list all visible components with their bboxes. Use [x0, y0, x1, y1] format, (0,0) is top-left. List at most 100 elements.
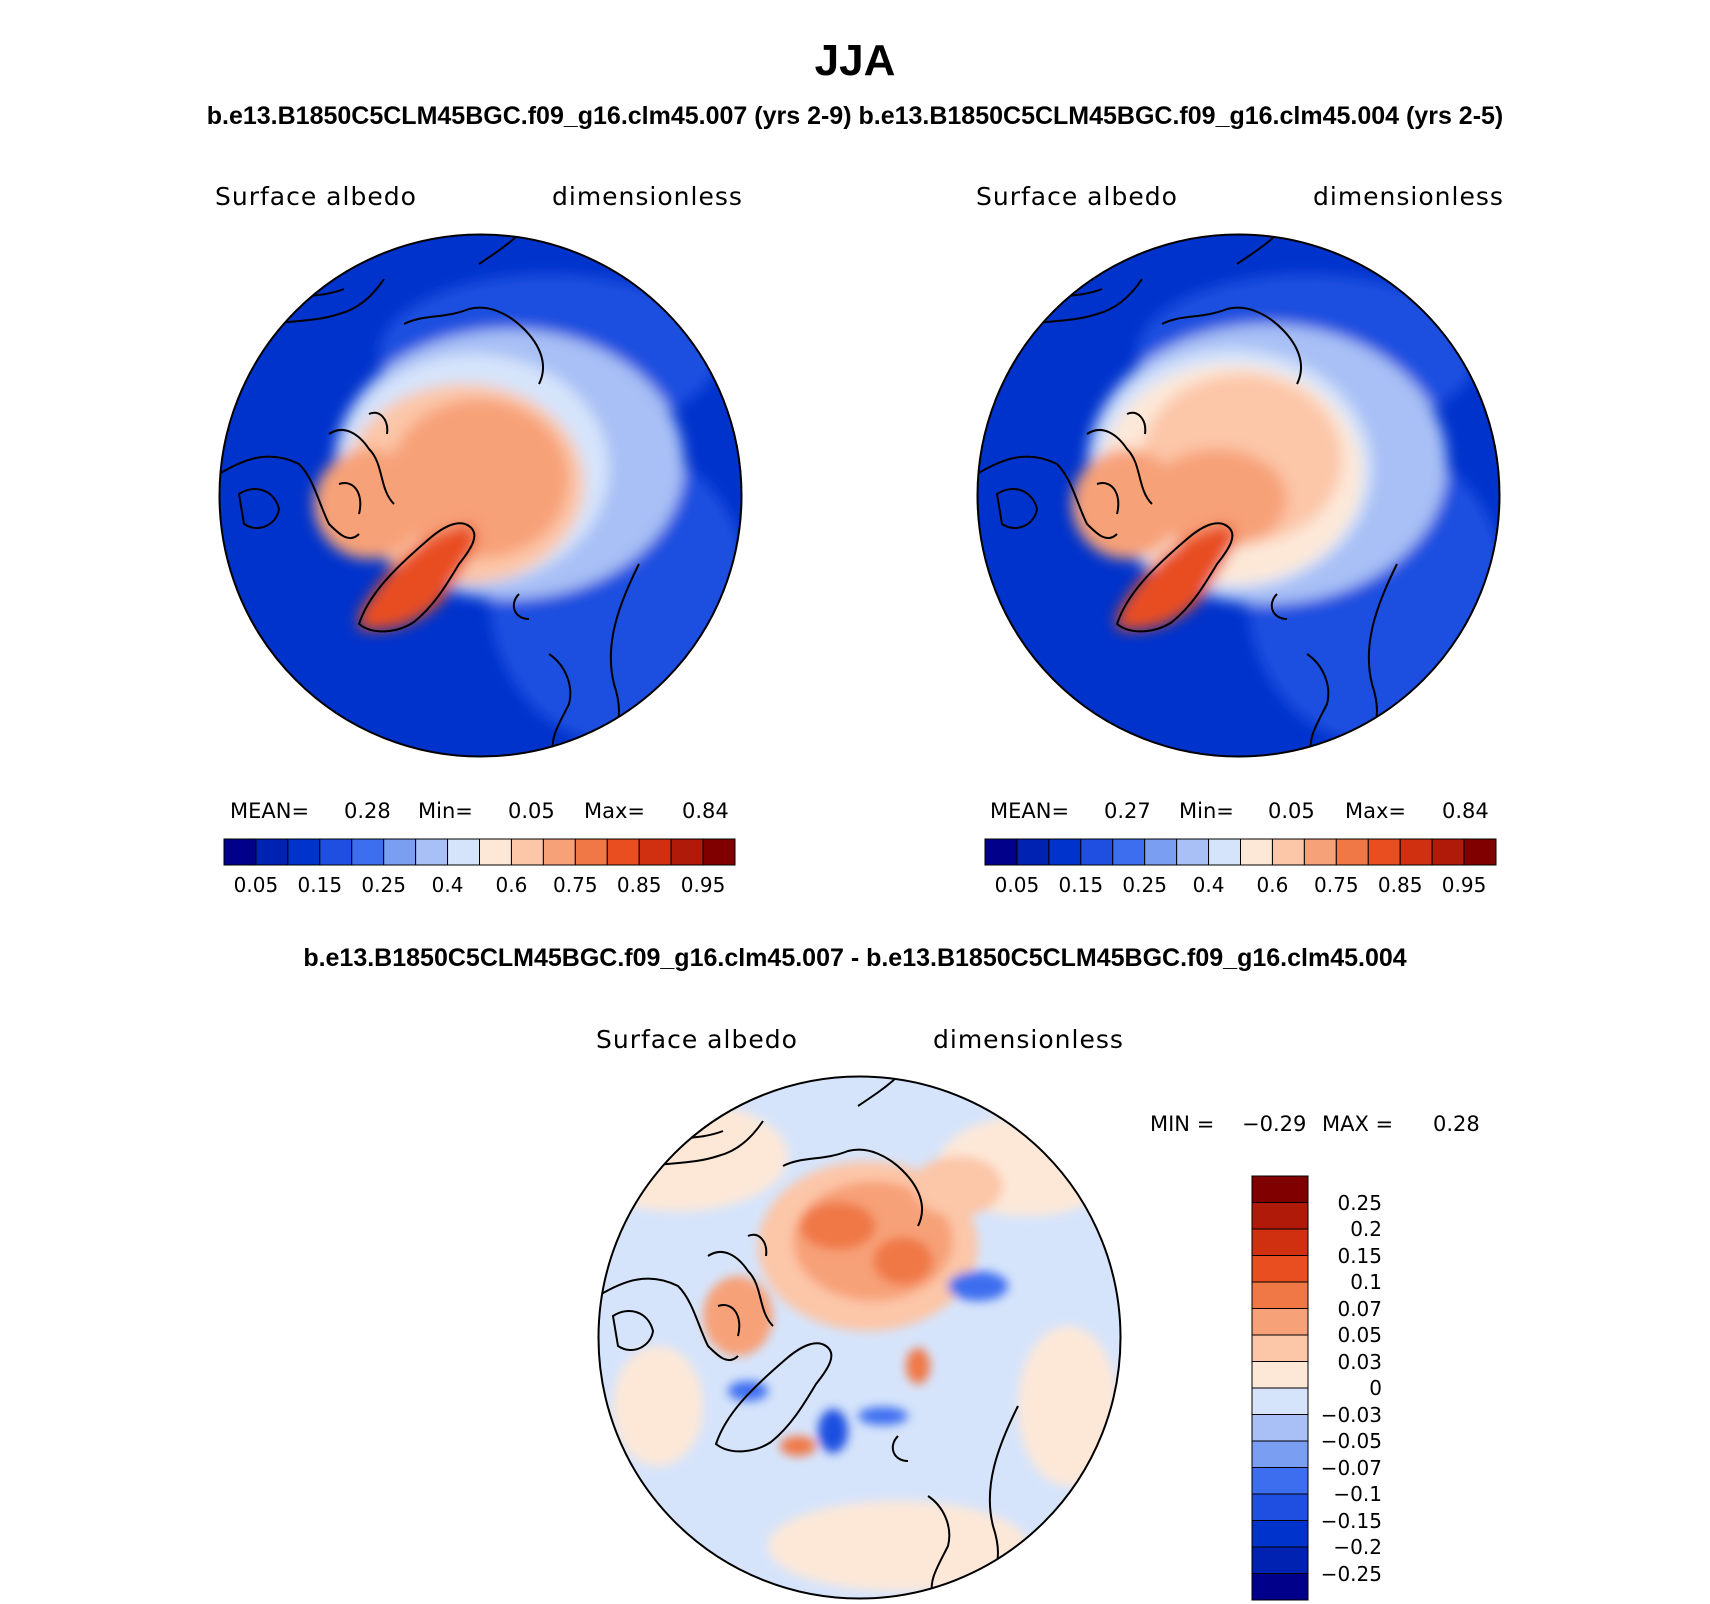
colorbar-box — [1016, 838, 1050, 866]
colorbar-box — [1251, 1255, 1309, 1283]
panel1-max-label: Max= — [584, 799, 646, 823]
panel1-tick-label: 0.05 — [233, 873, 279, 897]
baffin-decrease — [728, 1381, 768, 1401]
diff-units-label: dimensionless — [933, 1025, 1124, 1054]
panel2-tick-label: 0.95 — [1441, 873, 1487, 897]
colorbar-box — [1399, 838, 1433, 866]
colorbar-box — [1251, 1414, 1309, 1442]
positive-patch — [768, 1501, 1028, 1591]
colorbar-box — [415, 838, 449, 866]
diff-tick-label: 0.15 — [1337, 1243, 1382, 1268]
colorbar-box — [638, 838, 672, 866]
diff-tick-label: 0.03 — [1337, 1349, 1382, 1374]
colorbar-box — [1112, 838, 1146, 866]
panel2-mean-label: MEAN= — [990, 799, 1070, 823]
page-title: JJA — [814, 36, 896, 85]
diff-tick-label: 0 — [1369, 1376, 1382, 1400]
canada-coastline — [598, 1277, 739, 1362]
greenland-rim-increase — [780, 1436, 816, 1456]
panel1-tick-label: 0.75 — [553, 873, 598, 897]
positive-patch — [1018, 1326, 1118, 1486]
panel2-polar-map — [976, 233, 1501, 758]
panel2-tick-label: 0.05 — [994, 873, 1040, 897]
colorbar-box — [1431, 838, 1465, 866]
diff-tick-label: 0.05 — [1337, 1323, 1382, 1347]
colorbar-box — [1463, 838, 1497, 866]
colorbar-box — [1080, 838, 1114, 866]
diff-tick-label: −0.07 — [1320, 1455, 1382, 1480]
diff-tick-label: −0.03 — [1320, 1402, 1382, 1427]
hudson-bay-coastline — [611, 1310, 655, 1351]
colorbar-box — [1144, 838, 1178, 866]
panel1-min-label: Min= — [418, 799, 473, 823]
hudson-bay-coastline — [237, 488, 281, 529]
panel1-colorbar — [223, 838, 736, 866]
colorbar-box — [287, 838, 321, 866]
greenland-sea-decrease — [858, 1407, 908, 1425]
colorbar-box — [351, 838, 385, 866]
colorbar-box — [1208, 838, 1241, 866]
panel1-tick-label: 0.95 — [680, 873, 726, 897]
panel2-tick-label: 0.6 — [1256, 873, 1289, 897]
panel2-min-label: Min= — [1179, 799, 1234, 823]
colorbar-box — [1335, 838, 1369, 866]
diff-tick-label: −0.05 — [1320, 1429, 1382, 1453]
diff-tick-label: 0.25 — [1337, 1190, 1382, 1215]
barents-decrease — [948, 1271, 1008, 1301]
europe-coastline — [548, 653, 572, 755]
diff-tick-label: −0.25 — [1320, 1561, 1382, 1586]
greenland-coastline — [357, 522, 476, 633]
colorbar-box — [1251, 1281, 1309, 1309]
greenland-field — [1117, 524, 1235, 631]
panel1-mean-label: MEAN= — [230, 799, 310, 823]
colorbar-box — [1251, 1175, 1309, 1203]
colorbar-box — [1251, 1228, 1309, 1256]
comparison-subtitle: b.e13.B1850C5CLM45BGC.f09_g16.clm45.007 … — [206, 102, 1504, 130]
colorbar-box — [702, 838, 736, 866]
colorbar-box — [984, 838, 1018, 866]
panel2-tick-label: 0.25 — [1122, 873, 1167, 897]
diff-tick-label: 0.1 — [1350, 1270, 1382, 1294]
colorbar-box — [1251, 1387, 1309, 1415]
panel2-max-value: 0.84 — [1442, 799, 1489, 823]
colorbar-box — [447, 838, 480, 866]
europe-coastline — [927, 1495, 951, 1597]
panel1-tick-label: 0.85 — [616, 873, 662, 897]
colorbar-box — [223, 838, 257, 866]
colorbar-box — [479, 838, 512, 866]
colorbar-box — [1240, 838, 1273, 866]
europe-coastline — [1306, 653, 1330, 755]
positive-patch — [613, 1346, 703, 1466]
colorbar-box — [670, 838, 704, 866]
colorbar-box — [1251, 1520, 1309, 1548]
panel2-mean-value: 0.27 — [1104, 799, 1151, 823]
panel1-tick-label: 0.6 — [495, 873, 528, 897]
arctic-ice-field — [389, 399, 569, 559]
colorbar-box — [606, 838, 640, 866]
panel1-tick-label: 0.4 — [431, 873, 464, 897]
colorbar-box — [1176, 838, 1210, 866]
diff-min-value: −0.29 — [1242, 1112, 1307, 1136]
archipelago-coastline — [1086, 411, 1153, 515]
panel1-min-value: 0.05 — [508, 799, 555, 823]
diff-max-label: MAX = — [1322, 1112, 1394, 1136]
kara-increase — [906, 1348, 930, 1384]
panel1-field-label: Surface albedo — [215, 182, 417, 211]
colorbar-box — [1048, 838, 1082, 866]
panel2-tick-label: 0.75 — [1314, 873, 1359, 897]
panel2-min-value: 0.05 — [1268, 799, 1315, 823]
colorbar-box — [1251, 1308, 1309, 1336]
archipelago-coastline — [328, 411, 395, 515]
diff-tick-label: 0.2 — [1350, 1217, 1382, 1241]
greenland-sea-decrease — [818, 1409, 848, 1453]
diff-colorbar — [1251, 1175, 1309, 1601]
colorbar-box — [574, 838, 608, 866]
panel2-tick-label: 0.15 — [1058, 873, 1104, 897]
panel2-field-label: Surface albedo — [976, 182, 1178, 211]
colorbar-box — [1251, 1546, 1309, 1574]
panel2-units-label: dimensionless — [1313, 182, 1504, 211]
panel2-tick-label: 0.85 — [1377, 873, 1423, 897]
colorbar-box — [1251, 1467, 1309, 1495]
greenland-coastline — [714, 1342, 833, 1453]
diff-max-value: 0.28 — [1433, 1112, 1480, 1136]
